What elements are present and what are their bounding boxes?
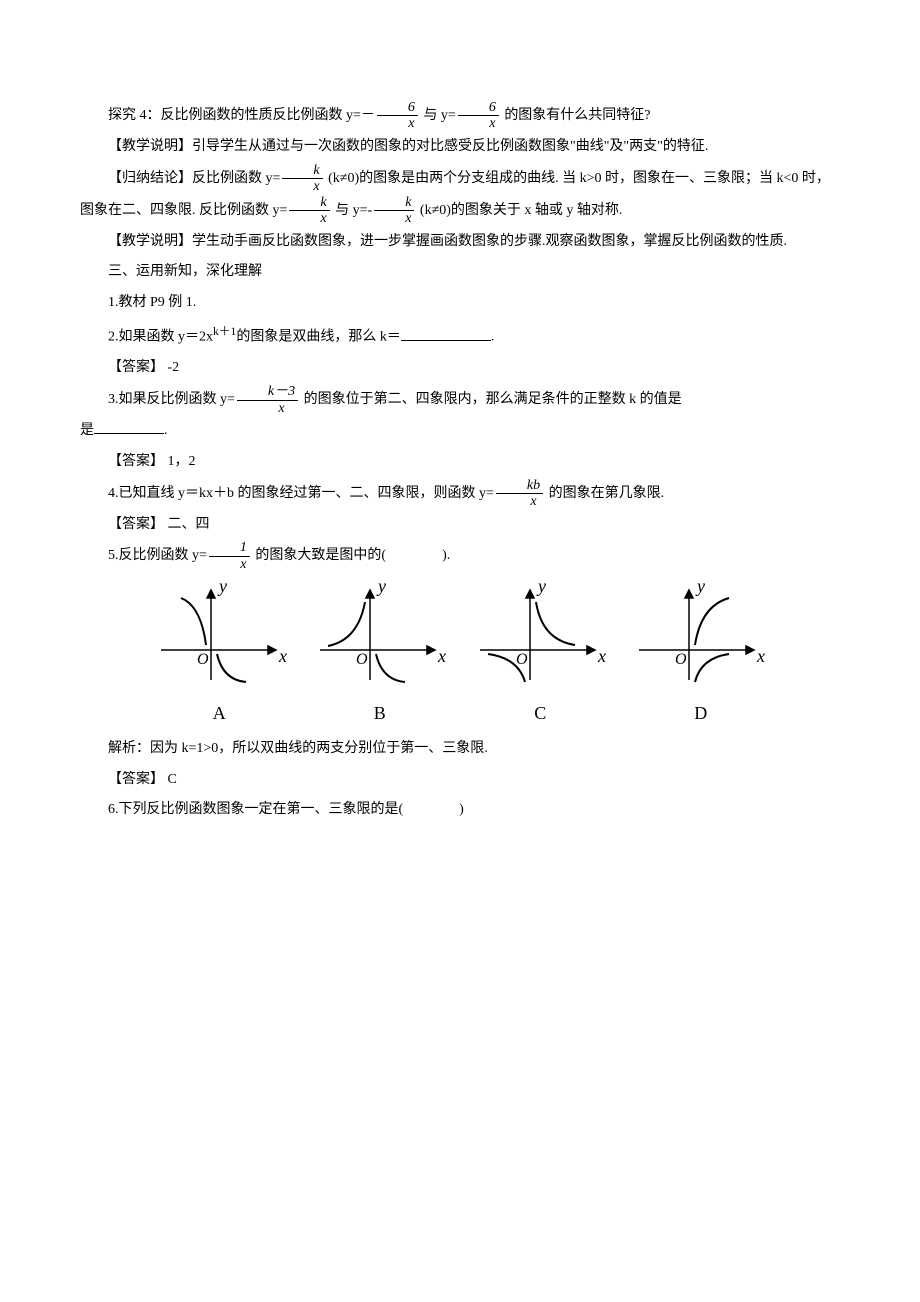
graph-label-a: A <box>141 694 297 734</box>
graph-label-d: D <box>623 694 779 734</box>
text: 5.反比例函数 y= <box>108 548 207 563</box>
text: 的图象在第几象限. <box>545 486 664 501</box>
svg-text:O: O <box>356 651 368 668</box>
answer-2: 【答案】 -2 <box>80 353 840 384</box>
svg-text:x: x <box>597 646 606 666</box>
answer-3: 【答案】 1，2 <box>80 447 840 478</box>
question-6: 6.下列反比例函数图象一定在第一、三象限的是( ) <box>80 795 840 826</box>
text: 2.如果函数 y＝2x <box>108 330 213 345</box>
fraction: k－3x <box>237 384 298 416</box>
superscript: k＋1 <box>213 325 236 338</box>
graph-option-a: y x O <box>151 580 291 690</box>
text: 的图象位于第二、四象限内，那么满足条件的正整数 k 的值是 <box>300 392 682 407</box>
graph-label-b: B <box>302 694 458 734</box>
fraction: kx <box>282 163 322 195</box>
graph-labels-row: A B C D <box>80 694 840 734</box>
fraction: kx <box>374 195 414 227</box>
answer-5: 【答案】 C <box>80 765 840 796</box>
fraction: kbx <box>496 478 543 510</box>
graph-option-b: y x O <box>310 580 450 690</box>
text: . <box>491 330 495 345</box>
svg-text:y: y <box>536 580 546 596</box>
question-5: 5.反比例函数 y=1x 的图象大致是图中的( ). <box>80 540 840 572</box>
text: . <box>164 423 168 438</box>
fraction: 6x <box>377 100 418 132</box>
question-1: 1.教材 P9 例 1. <box>80 288 840 319</box>
fill-blank <box>401 340 491 341</box>
text: 【归纳结论】反比例函数 y= <box>108 171 280 186</box>
shuoming1: 【教学说明】引导学生从通过与一次函数的图象的对比感受反比例函数图象"曲线"及"两… <box>80 132 840 163</box>
question-4: 4.已知直线 y＝kx＋b 的图象经过第一、二、四象限，则函数 y=kbx 的图… <box>80 478 840 510</box>
text: 的图象大致是图中的( ). <box>252 548 450 563</box>
text: (k≠0)的图象关于 x 轴或 y 轴对称. <box>416 203 622 218</box>
tanjiu4: 探究 4：反比例函数的性质反比例函数 y=－6x 与 y=6x 的图象有什么共同… <box>80 100 840 132</box>
shuoming2: 【教学说明】学生动手画反比函数图象，进一步掌握画函数图象的步骤.观察函数图象，掌… <box>80 227 840 258</box>
text: 的图象是双曲线，那么 k＝ <box>236 330 401 345</box>
text: 的图象有什么共同特征? <box>501 108 651 123</box>
graph-option-c: y x O <box>470 580 610 690</box>
svg-text:O: O <box>516 651 528 668</box>
svg-text:y: y <box>695 580 705 596</box>
fraction: 1x <box>209 540 250 572</box>
text: 3.如果反比例函数 y= <box>108 392 235 407</box>
text: 与 y=- <box>332 203 373 218</box>
svg-text:y: y <box>376 580 386 596</box>
fraction: kx <box>289 195 329 227</box>
section3-heading: 三、运用新知，深化理解 <box>80 257 840 288</box>
text: 探究 4：反比例函数的性质反比例函数 y=－ <box>108 108 375 123</box>
svg-text:y: y <box>217 580 227 596</box>
fill-blank <box>94 433 164 434</box>
svg-text:O: O <box>675 651 687 668</box>
question-3: 3.如果反比例函数 y=k－3x 的图象位于第二、四象限内，那么满足条件的正整数… <box>80 384 840 416</box>
text: 4.已知直线 y＝kx＋b 的图象经过第一、二、四象限，则函数 y= <box>108 486 494 501</box>
graph-label-c: C <box>462 694 618 734</box>
svg-text:x: x <box>437 646 446 666</box>
graph-option-d: y x O <box>629 580 769 690</box>
svg-text:O: O <box>197 651 209 668</box>
svg-text:x: x <box>756 646 765 666</box>
question-3-cont: 是. <box>80 416 840 447</box>
answer-4: 【答案】 二、四 <box>80 510 840 541</box>
question-2: 2.如果函数 y＝2xk＋1的图象是双曲线，那么 k＝. <box>80 319 840 353</box>
graph-options-row: y x O y x O y x O <box>80 580 840 690</box>
fraction: 6x <box>458 100 499 132</box>
question-5-analysis: 解析：因为 k=1>0，所以双曲线的两支分别位于第一、三象限. <box>80 734 840 765</box>
svg-text:x: x <box>278 646 287 666</box>
text: 与 y= <box>420 108 456 123</box>
guina: 【归纳结论】反比例函数 y=kx (k≠0)的图象是由两个分支组成的曲线. 当 … <box>80 163 840 227</box>
